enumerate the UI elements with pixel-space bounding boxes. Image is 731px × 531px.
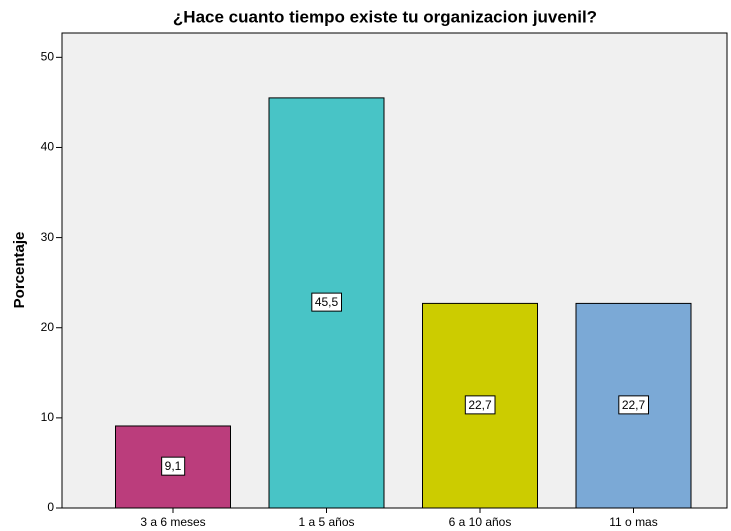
data-label-box [161, 456, 186, 476]
data-label: 22,7 [622, 398, 646, 412]
y-tick-label: 10 [41, 410, 55, 424]
data-label: 22,7 [468, 398, 492, 412]
x-tick-label: 1 a 5 años [298, 515, 354, 529]
chart-title: ¿Hace cuanto tiempo existe tu organizaci… [173, 7, 597, 26]
data-label: 9,1 [165, 459, 182, 473]
y-tick-label: 20 [41, 320, 55, 334]
y-tick-label: 40 [41, 140, 55, 154]
data-label-box [311, 292, 343, 312]
y-tick-label: 0 [47, 500, 54, 514]
x-tick-label: 6 a 10 años [449, 515, 512, 529]
x-tick-label: 3 a 6 meses [140, 515, 205, 529]
data-label: 45,5 [315, 295, 339, 309]
y-axis-label: Porcentaje [11, 232, 28, 309]
y-tick-label: 50 [41, 50, 55, 64]
data-label-box [618, 395, 650, 415]
data-label-box [464, 395, 496, 415]
y-tick-label: 30 [41, 230, 55, 244]
x-tick-label: 11 o mas [609, 515, 657, 529]
